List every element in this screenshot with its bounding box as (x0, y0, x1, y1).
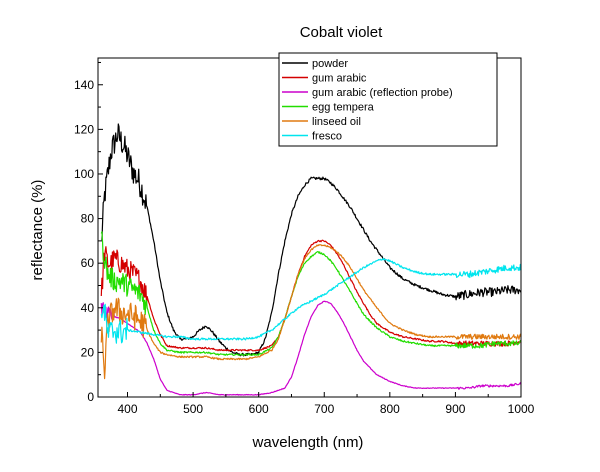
x-tick-label: 500 (183, 402, 203, 416)
axis-ticks: 400 500 600 700 800 900 1000 0 20 40 60 80 100 120 140 (74, 61, 535, 416)
y-tick-label: 100 (74, 167, 94, 181)
y-axis-label: reflectance (%) (29, 180, 46, 281)
legend-label: powder (312, 58, 348, 70)
chart-title: Cobalt violet (300, 24, 383, 41)
y-tick-label: 120 (74, 122, 94, 136)
x-tick-label: 900 (445, 402, 465, 416)
y-tick-label: 60 (81, 256, 95, 270)
x-tick-label: 400 (117, 402, 137, 416)
series-line-fresco (100, 257, 522, 344)
x-tick-label: 600 (249, 402, 269, 416)
x-tick-label: 800 (380, 402, 400, 416)
y-tick-label: 80 (81, 212, 95, 226)
legend-box (278, 52, 498, 147)
y-tick-label: 0 (87, 390, 94, 404)
legend-label: linseed oil (312, 116, 361, 128)
series-line-linseed-oil (100, 244, 522, 380)
series-line-powder (100, 123, 522, 357)
y-tick-label: 20 (81, 345, 95, 359)
series-line-gum-arabic (100, 239, 522, 352)
x-axis-label: wavelength (nm) (252, 434, 364, 451)
series-line-gum-arabic-reflection-probe- (100, 300, 522, 396)
y-tick-label: 140 (74, 78, 94, 92)
legend: powder gum arabic gum arabic (reflection p… (278, 52, 498, 147)
legend-label: gum arabic (312, 73, 367, 85)
legend-label: fresco (312, 131, 342, 143)
x-tick-label: 700 (314, 402, 334, 416)
x-tick-label: 1000 (508, 402, 535, 416)
plot-area (100, 123, 522, 396)
legend-label: egg tempera (312, 102, 375, 114)
series-line-egg-tempera (100, 231, 522, 356)
y-tick-label: 40 (81, 301, 95, 315)
legend-label: gum arabic (reflection probe) (312, 87, 453, 99)
